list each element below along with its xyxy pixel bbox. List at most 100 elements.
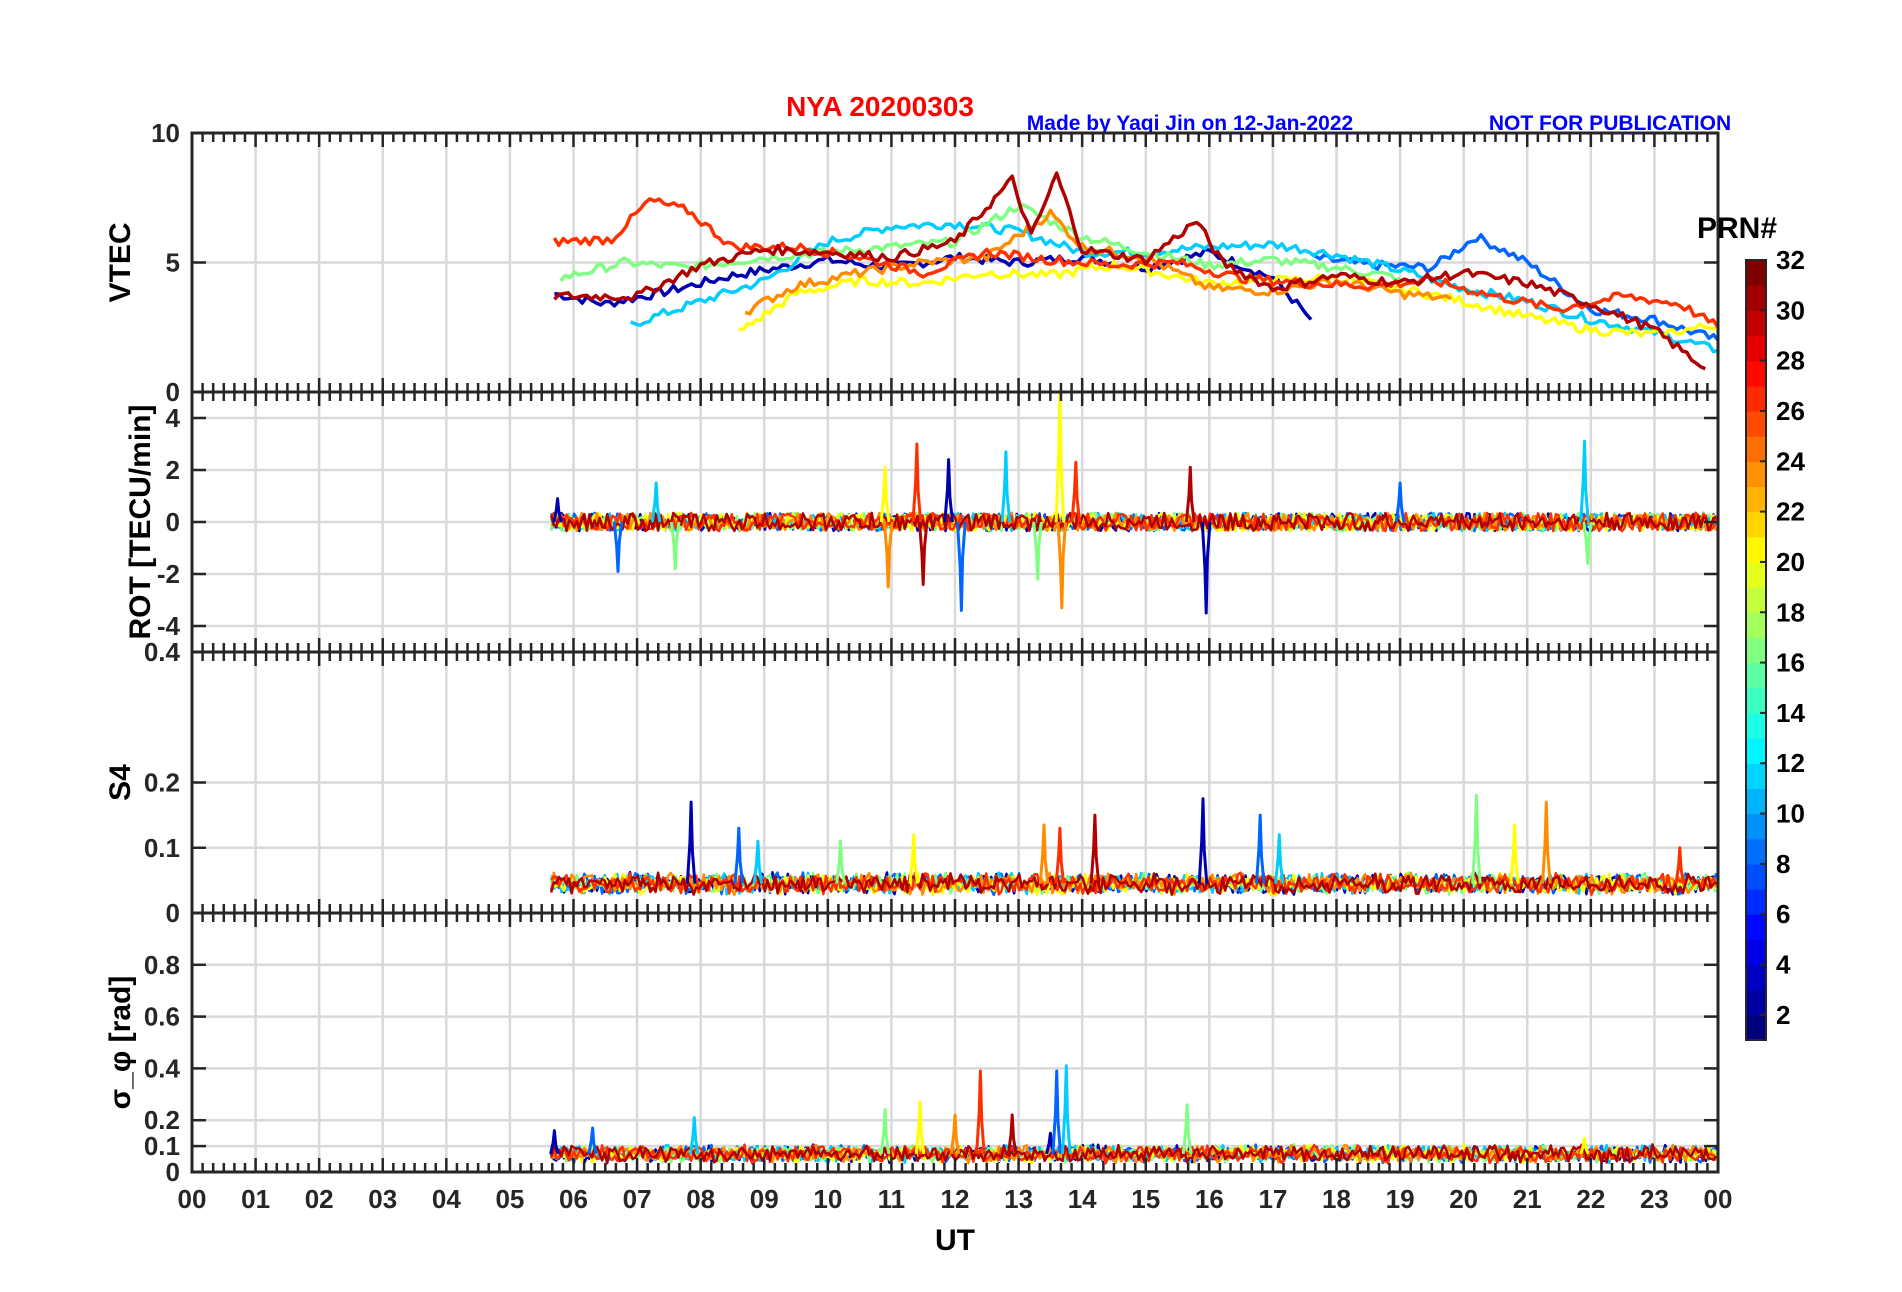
y-axis-label: ROT [TECU/min] [124, 405, 157, 640]
series-line-prn-12 [630, 221, 1718, 354]
spike-mark [1054, 826, 1066, 884]
colorbar-segment [1746, 838, 1766, 865]
colorbar-segment [1746, 461, 1766, 488]
colorbar-tick-label: 14 [1776, 698, 1805, 728]
x-tick-label: 15 [1131, 1184, 1160, 1214]
y-axis-label: VTEC [104, 222, 137, 302]
colorbar-segment [1746, 486, 1766, 513]
x-tick-label: 17 [1258, 1184, 1287, 1214]
x-axis: 00 01 02 03 04 05 06 07 08 09 10 11 12 13 14 15 16 17 18 19… [178, 1184, 1733, 1214]
plot-area [552, 171, 1718, 371]
x-tick-label: 13 [1004, 1184, 1033, 1214]
colorbar-segment [1746, 964, 1766, 991]
x-tick-label: 06 [559, 1184, 588, 1214]
spike-mark [943, 458, 954, 523]
colorbar-segment [1746, 335, 1766, 362]
x-tick-label: 16 [1195, 1184, 1224, 1214]
plot-area [549, 1064, 1718, 1165]
colorbar-segment [1746, 763, 1766, 789]
spike-mark [956, 521, 967, 612]
spike-mark [669, 521, 681, 571]
plot-area [549, 794, 1718, 897]
y-tick-label: 0.8 [144, 950, 180, 980]
series-line-prn-27 [552, 197, 1718, 329]
panel-s4: 0 0.1 0.2 0.4 S4 [104, 637, 1720, 928]
colorbar-tick-label: 32 [1776, 245, 1805, 275]
colorbar-segment [1746, 687, 1766, 714]
y-tick-label: 10 [151, 118, 180, 148]
noise-line [549, 1143, 1718, 1165]
x-tick-label: 20 [1449, 1184, 1478, 1214]
spike-mark [1006, 1113, 1018, 1155]
colorbar-title: PRN# [1697, 212, 1777, 245]
spike-mark [1274, 833, 1285, 884]
colorbar-segment [1746, 536, 1766, 563]
plot-area [549, 392, 1718, 615]
y-axis-label: S4 [104, 764, 137, 801]
y-tick-label: -2 [157, 559, 180, 589]
colorbar-tick-label: 4 [1776, 950, 1791, 980]
spike-mark [835, 839, 846, 884]
spike-mark [1200, 521, 1212, 615]
colorbar-segment [1746, 1014, 1766, 1041]
x-tick-label: 10 [813, 1184, 842, 1214]
spike-mark [549, 1129, 560, 1155]
colorbar-segment [1746, 285, 1766, 311]
notice-text: NOT FOR PUBLICATION [1489, 112, 1731, 135]
colorbar-segment [1746, 989, 1766, 1016]
x-tick-label: 19 [1386, 1184, 1415, 1214]
series-line-prn-31 [553, 171, 1706, 371]
spike-mark [1061, 1064, 1072, 1155]
series-line-prn-16 [559, 202, 1401, 283]
colorbar-segment [1746, 587, 1766, 613]
spike-mark [914, 1100, 926, 1155]
y-tick-label: 0.2 [144, 768, 180, 798]
spike-mark [975, 1069, 986, 1155]
spike-mark [1394, 481, 1406, 523]
colorbar-segment [1746, 863, 1766, 890]
spike-mark [612, 521, 624, 573]
chart-title: NYA 20200303 [786, 91, 974, 122]
spike-mark [1032, 521, 1043, 581]
credit-text: Made by Yaqi Jin on 12-Jan-2022 [1027, 112, 1353, 135]
y-tick-label: 0 [166, 507, 180, 537]
x-tick-label: 04 [432, 1184, 461, 1214]
colorbar-segment [1746, 260, 1766, 286]
x-tick-label: 05 [495, 1184, 524, 1214]
colorbar-segment [1746, 612, 1766, 639]
spike-mark [1197, 797, 1209, 884]
y-tick-label: -4 [157, 611, 181, 641]
y-tick-label: 0 [166, 377, 180, 407]
colorbar-segment [1746, 738, 1766, 764]
x-tick-label: 11 [878, 1184, 906, 1214]
x-tick-label: 14 [1068, 1184, 1097, 1214]
noise-line [549, 871, 1717, 896]
colorbar-tick-label: 8 [1776, 849, 1790, 879]
colorbar-segment [1746, 561, 1766, 588]
colorbar-tick-label: 10 [1776, 799, 1805, 829]
colorbar-segment [1746, 939, 1766, 966]
series-line-prn-8 [1310, 233, 1718, 342]
spike-mark [1541, 800, 1552, 884]
spike-mark [882, 521, 894, 589]
spike-mark [1000, 450, 1012, 523]
colorbar-tick-label: 20 [1776, 547, 1805, 577]
spike-mark [1181, 1103, 1193, 1155]
x-tick-label: 22 [1576, 1184, 1605, 1214]
spike-mark [949, 1113, 961, 1155]
x-axis-label: UT [935, 1224, 975, 1257]
colorbar-tick-label: 22 [1776, 497, 1805, 527]
y-tick-label: 0 [166, 1157, 180, 1187]
spike-mark [650, 481, 662, 523]
spike-mark [1184, 465, 1196, 523]
spike-mark [1582, 521, 1593, 566]
colorbar-frame [1745, 259, 1767, 1041]
spike-mark [752, 839, 764, 884]
colorbar-tick-label: 26 [1776, 396, 1805, 426]
spike-mark [1471, 794, 1482, 884]
y-tick-label: 0.4 [144, 1053, 181, 1083]
panel-rot: -4 -2 0 2 4 ROT [TECU/min] [124, 390, 1720, 654]
x-tick-label: 00 [1704, 1184, 1733, 1214]
